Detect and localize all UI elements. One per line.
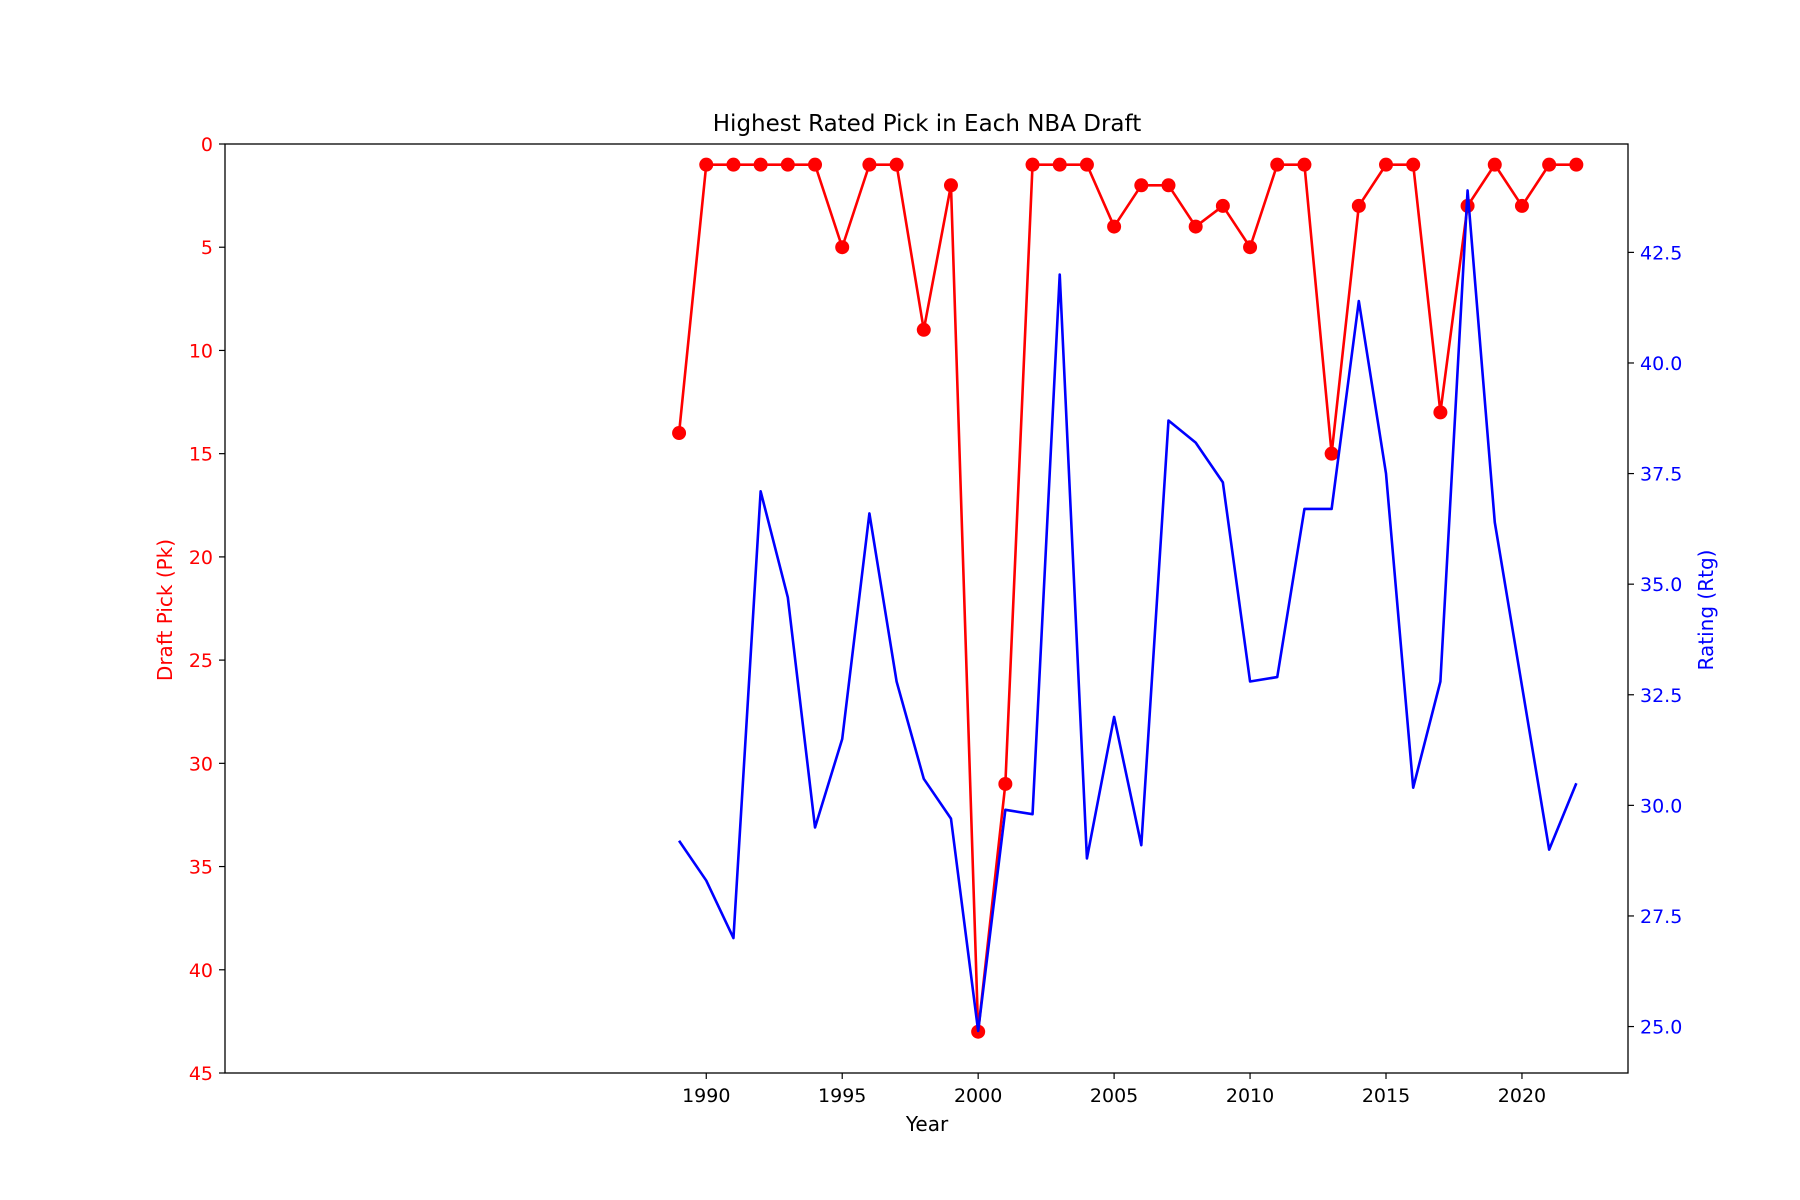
left-y-tick-label: 5 <box>201 237 213 259</box>
draft-pick-point <box>1052 157 1067 172</box>
right-y-tick-label: 40.0 <box>1640 353 1682 375</box>
x-tick-label: 2005 <box>1090 1085 1138 1107</box>
x-tick-label: 1995 <box>818 1085 866 1107</box>
x-tick-label: 2010 <box>1226 1085 1274 1107</box>
draft-pick-point <box>889 157 904 172</box>
draft-pick-point <box>1134 178 1149 193</box>
draft-pick-point <box>1215 198 1230 213</box>
draft-pick-point <box>1487 157 1502 172</box>
draft-pick-point <box>1297 157 1312 172</box>
draft-pick-point <box>1188 219 1203 234</box>
left-y-tick-label: 40 <box>189 960 213 982</box>
draft-pick-point <box>1079 157 1094 172</box>
draft-pick-point <box>835 240 850 255</box>
draft-pick-point <box>1270 157 1285 172</box>
draft-pick-point <box>726 157 741 172</box>
draft-pick-point <box>998 776 1013 791</box>
left-y-tick-label: 25 <box>189 650 213 672</box>
draft-pick-point <box>1161 178 1176 193</box>
left-y-tick-label: 45 <box>189 1063 213 1085</box>
right-y-tick-label: 27.5 <box>1640 906 1682 928</box>
draft-pick-point <box>1514 198 1529 213</box>
right-y-tick-label: 35.0 <box>1640 574 1682 596</box>
draft-pick-point <box>1324 446 1339 461</box>
right-y-axis-label: Rating (Rtg) <box>1694 550 1718 671</box>
x-tick-label: 2020 <box>1498 1085 1546 1107</box>
right-y-tick-label: 37.5 <box>1640 464 1682 486</box>
x-axis-label: Year <box>905 1112 949 1136</box>
draft-pick-point <box>1433 405 1448 420</box>
draft-pick-point <box>808 157 823 172</box>
axes-frame <box>224 143 1629 1074</box>
draft-pick-point <box>862 157 877 172</box>
draft-pick-point <box>699 157 714 172</box>
draft-pick-point <box>780 157 795 172</box>
left-y-tick-label: 15 <box>189 444 213 466</box>
left-y-tick-label: 30 <box>189 753 213 775</box>
draft-pick-point <box>1243 240 1258 255</box>
x-tick-label: 2015 <box>1362 1085 1410 1107</box>
draft-pick-point <box>1107 219 1122 234</box>
draft-pick-point <box>1379 157 1394 172</box>
x-tick-label: 2000 <box>954 1085 1002 1107</box>
left-y-axis-label: Draft Pick (Pk) <box>153 539 177 681</box>
right-y-tick-label: 42.5 <box>1640 242 1682 264</box>
draft-pick-point <box>1025 157 1040 172</box>
right-y-tick-label: 25.0 <box>1640 1017 1682 1039</box>
x-tick-label: 1990 <box>682 1085 730 1107</box>
left-y-tick-label: 10 <box>189 340 213 362</box>
draft-pick-point <box>943 178 958 193</box>
draft-pick-series-line <box>677 163 1577 1034</box>
chart-title: Highest Rated Pick in Each NBA Draft <box>713 111 1141 137</box>
plot-area: 1990 1995 2000 2005 2010 2015 2020 0 5 10 15 20 25 30… <box>189 134 1683 1107</box>
draft-pick-point <box>1406 157 1421 172</box>
draft-pick-point <box>1351 198 1366 213</box>
draft-pick-point <box>672 426 687 441</box>
draft-pick-point <box>753 157 768 172</box>
draft-pick-point <box>916 322 931 337</box>
right-y-tick-label: 30.0 <box>1640 795 1682 817</box>
rating-series-line <box>677 189 1578 1033</box>
right-y-tick-label: 32.5 <box>1640 685 1682 707</box>
draft-pick-point <box>1569 157 1584 172</box>
left-y-tick-label: 35 <box>189 857 213 879</box>
draft-pick-point <box>1542 157 1557 172</box>
left-y-tick-label: 0 <box>201 134 213 156</box>
left-y-tick-label: 20 <box>189 547 213 569</box>
